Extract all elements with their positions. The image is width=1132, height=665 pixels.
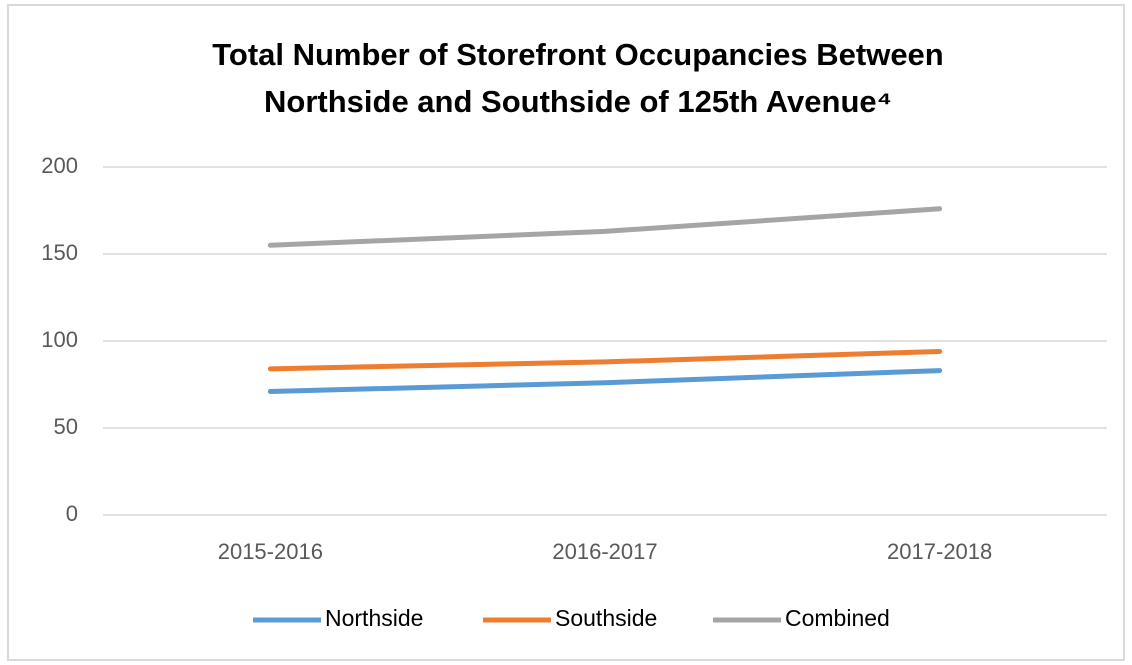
y-tick-label: 100 bbox=[41, 327, 78, 352]
x-tick-label: 2017-2018 bbox=[887, 539, 992, 564]
y-tick-label: 150 bbox=[41, 240, 78, 265]
legend-label: Northside bbox=[325, 605, 423, 631]
x-tick-label: 2015-2016 bbox=[218, 539, 323, 564]
legend-label: Southside bbox=[555, 605, 657, 631]
y-tick-label: 50 bbox=[54, 414, 78, 439]
series-line bbox=[267, 206, 943, 248]
chart-border bbox=[7, 4, 1125, 661]
y-tick-label: 200 bbox=[41, 153, 78, 178]
series-line bbox=[267, 348, 943, 372]
x-tick-label: 2016-2017 bbox=[552, 539, 657, 564]
series-line bbox=[267, 368, 943, 394]
legend-label: Combined bbox=[785, 605, 890, 631]
y-tick-label: 0 bbox=[66, 501, 78, 526]
chart-title: Northside and Southside of 125th Avenue⁴ bbox=[264, 84, 892, 119]
chart-title: Total Number of Storefront Occupancies B… bbox=[212, 37, 943, 72]
